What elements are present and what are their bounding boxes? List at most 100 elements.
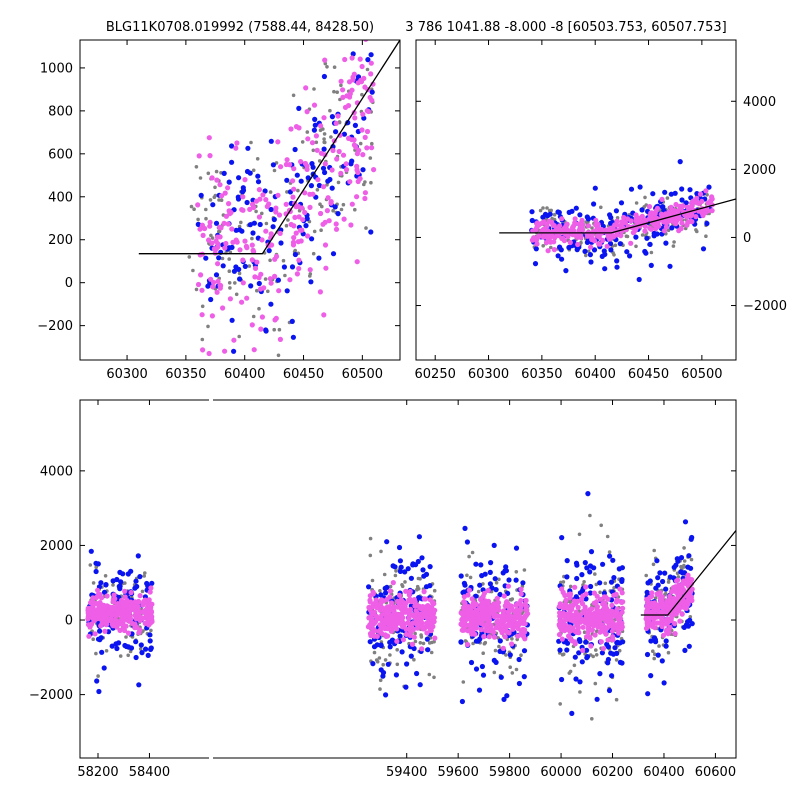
data-point (191, 268, 195, 273)
x-tick-label: 60250 (415, 367, 456, 382)
data-point (333, 129, 339, 135)
data-point (647, 601, 653, 607)
data-point (663, 638, 669, 644)
data-point (273, 209, 279, 215)
data-point (659, 609, 666, 615)
data-point (148, 646, 154, 653)
data-point (462, 582, 468, 588)
data-point (132, 599, 138, 605)
data-point (351, 142, 357, 148)
data-point (263, 228, 269, 234)
data-point (296, 257, 302, 263)
data-point (679, 564, 683, 569)
data-point (651, 602, 657, 609)
data-point (206, 324, 210, 329)
data-point (599, 523, 603, 528)
data-point (590, 717, 594, 721)
data-point (227, 296, 233, 302)
data-point (709, 208, 715, 214)
data-point (665, 196, 670, 200)
data-points (85, 491, 736, 721)
data-point (370, 578, 375, 583)
data-point (591, 600, 597, 606)
data-point (217, 198, 221, 202)
data-point (585, 629, 591, 635)
data-point (347, 179, 353, 185)
data-point (355, 178, 361, 185)
data-point (145, 610, 151, 617)
data-point (515, 633, 521, 639)
data-point (349, 201, 355, 207)
data-point (594, 593, 600, 599)
data-point (379, 612, 385, 618)
data-point (427, 672, 432, 677)
data-point (593, 681, 598, 686)
data-point (606, 622, 612, 628)
data-point (624, 249, 630, 255)
data-point (576, 637, 583, 643)
data-point (258, 326, 264, 332)
chart-bottom: 58200 58400 59400 59600 59800 60000 60200 60400… (29, 396, 737, 780)
data-point (360, 167, 366, 173)
data-point (575, 625, 581, 631)
data-point (313, 133, 319, 139)
data-point (275, 277, 281, 283)
data-point (300, 140, 305, 144)
data-point (368, 156, 373, 160)
data-point (214, 289, 220, 295)
data-point (413, 621, 419, 627)
data-point (275, 139, 281, 145)
data-point (213, 272, 220, 278)
data-point (359, 127, 365, 133)
data-point (509, 605, 515, 611)
data-point (673, 578, 680, 584)
x-tick-label: 58400 (129, 765, 170, 780)
data-point (233, 145, 239, 151)
data-point (244, 199, 250, 206)
data-point (369, 89, 375, 95)
data-point (369, 610, 375, 616)
data-point (561, 580, 566, 584)
data-point (263, 277, 268, 281)
data-point (660, 632, 667, 638)
data-point (307, 204, 313, 210)
data-point (674, 606, 680, 612)
data-point (481, 634, 487, 640)
data-point (302, 209, 308, 216)
data-point (686, 553, 692, 559)
data-point (362, 84, 368, 90)
data-point (264, 203, 270, 210)
data-point (470, 628, 476, 634)
data-point (541, 206, 545, 210)
data-point (206, 135, 212, 141)
data-point (613, 208, 620, 214)
data-point (533, 246, 539, 252)
data-point (308, 183, 314, 189)
data-point (147, 605, 153, 611)
data-point (221, 170, 227, 176)
data-point (244, 295, 250, 301)
data-point (706, 184, 712, 190)
data-point (579, 596, 585, 603)
data-point (384, 584, 390, 591)
data-point (594, 653, 599, 657)
data-point (468, 659, 475, 666)
data-point (251, 314, 256, 319)
data-point (502, 603, 508, 609)
data-point (473, 593, 479, 599)
data-point (207, 219, 213, 225)
data-point (601, 248, 607, 254)
data-point (383, 658, 388, 662)
y-tick-label: 600 (48, 147, 73, 162)
data-point (679, 611, 685, 617)
data-point (551, 247, 558, 253)
data-point (290, 194, 296, 200)
data-point (628, 186, 635, 192)
data-point (249, 322, 255, 328)
data-point (494, 595, 500, 602)
data-point (518, 591, 524, 597)
data-point (475, 612, 481, 618)
data-point (505, 583, 511, 589)
data-point (335, 90, 340, 94)
data-point (388, 628, 394, 634)
